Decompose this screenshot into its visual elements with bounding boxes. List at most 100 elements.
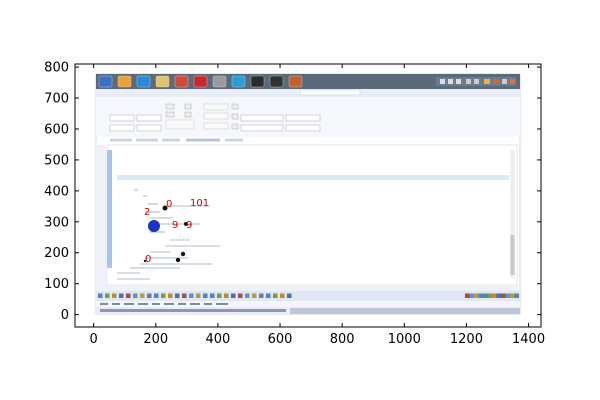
bottom-toolbar <box>96 291 520 301</box>
svg-text:0: 0 <box>145 254 151 265</box>
toolbar-icon[interactable] <box>154 293 159 299</box>
y-tick-label: 200 <box>44 246 69 261</box>
toolbar-icon[interactable] <box>245 293 250 299</box>
status-markers <box>143 205 188 263</box>
y-tick: 800 <box>44 61 541 76</box>
x-tick-label: 600 <box>268 332 293 347</box>
folder-icon[interactable] <box>155 75 170 88</box>
toolbar-icon[interactable] <box>273 293 278 299</box>
editor-pane[interactable] <box>106 144 518 286</box>
embedded-screenshot: 0 101 2 9 9 0 <box>95 73 521 315</box>
browser-icon[interactable] <box>136 75 151 88</box>
toolbar-icon[interactable] <box>280 293 285 299</box>
x-tick: 0 <box>89 64 98 347</box>
toolbar-icon[interactable] <box>287 293 292 299</box>
toolbar-icon[interactable] <box>252 293 257 299</box>
window-icon[interactable] <box>98 75 113 88</box>
editor-left-gutter <box>96 145 107 285</box>
toolbar-icon[interactable] <box>182 293 187 299</box>
y-tick-label: 100 <box>44 277 69 292</box>
console-icon[interactable] <box>269 75 284 88</box>
toolbar-icon[interactable] <box>133 293 138 299</box>
toolbar-icon[interactable] <box>514 293 520 299</box>
y-tick-label: 600 <box>44 122 69 137</box>
toolbar-icon[interactable] <box>266 293 271 299</box>
y-tick-label: 500 <box>44 153 69 168</box>
y-tick-label: 300 <box>44 215 69 230</box>
toolbar-icon[interactable] <box>465 293 470 299</box>
toolbar-icon[interactable] <box>203 293 208 299</box>
bottom-toolbar-icons[interactable] <box>98 293 520 299</box>
taskbar-icons <box>98 75 303 88</box>
toolbar-icon[interactable] <box>119 293 124 299</box>
toolbar-icon[interactable] <box>126 293 131 299</box>
x-tick: 400 <box>205 64 230 347</box>
toolbar-icon[interactable] <box>105 293 110 299</box>
system-tray <box>436 77 516 86</box>
svg-text:101: 101 <box>190 198 209 209</box>
vertical-scrollbar[interactable] <box>510 150 515 278</box>
x-tick-label: 400 <box>205 332 230 347</box>
toolbar-icon[interactable] <box>492 293 497 299</box>
status-right-panel <box>290 308 520 314</box>
toolbar-icon[interactable] <box>98 293 103 299</box>
toolbar-icon[interactable] <box>196 293 201 299</box>
status-path <box>100 309 286 312</box>
media-icon[interactable] <box>117 75 132 88</box>
x-tick: 600 <box>268 64 293 347</box>
toolbar-icon[interactable] <box>140 293 145 299</box>
chrome-icon[interactable] <box>174 75 189 88</box>
y-tick: 700 <box>44 92 541 107</box>
terminal-icon[interactable] <box>250 75 265 88</box>
x-tick: 1000 <box>388 64 421 347</box>
toolbar-icon[interactable] <box>505 293 511 299</box>
path-bar-items[interactable] <box>110 138 243 142</box>
toolbar-icon[interactable] <box>168 293 173 299</box>
toolbar-icon[interactable] <box>210 293 215 299</box>
x-axis: 0 200 400 600 800 1000 1200 1400 <box>89 64 545 347</box>
sidebar-strip <box>107 150 112 268</box>
x-tick: 1400 <box>512 64 545 347</box>
toolbar-icon[interactable] <box>238 293 243 299</box>
firefox-icon[interactable] <box>231 75 246 88</box>
x-tick: 800 <box>330 64 355 347</box>
y-tick-label: 400 <box>44 184 69 199</box>
x-tick-label: 1000 <box>388 332 421 347</box>
toolbar-icon[interactable] <box>469 293 475 299</box>
menu-bar <box>96 301 520 307</box>
toolbar-icon[interactable] <box>224 293 229 299</box>
y-tick: 0 <box>61 308 541 323</box>
toolbar-icon[interactable] <box>231 293 236 299</box>
highlight-line <box>117 175 509 180</box>
toolbar-icon[interactable] <box>501 293 506 299</box>
toolbar-icon[interactable] <box>510 293 515 299</box>
scrollbar-thumb[interactable] <box>510 235 515 275</box>
apps-icon[interactable] <box>212 75 227 88</box>
x-tick-label: 0 <box>89 332 97 347</box>
toolbar-icon[interactable] <box>487 293 493 299</box>
toolbar-icon[interactable] <box>175 293 180 299</box>
y-tick: 400 <box>44 184 541 199</box>
toolbar-icon[interactable] <box>483 293 488 299</box>
code-lines <box>117 189 220 280</box>
svg-text:9: 9 <box>172 220 178 231</box>
y-tick: 300 <box>44 215 541 230</box>
toolbar-icon[interactable] <box>217 293 222 299</box>
x-tick-label: 200 <box>143 332 168 347</box>
path-bar <box>107 137 407 143</box>
toolbar-icon[interactable] <box>478 293 484 299</box>
toolbar-icon[interactable] <box>147 293 152 299</box>
ribbon-buttons[interactable] <box>109 103 321 132</box>
toolbar-icon[interactable] <box>259 293 264 299</box>
toolbar-icon[interactable] <box>474 293 479 299</box>
toolbar-icon[interactable] <box>161 293 166 299</box>
toolbar-icon[interactable] <box>496 293 502 299</box>
menu-bar-items[interactable] <box>100 303 228 305</box>
toolbar-icon[interactable] <box>189 293 194 299</box>
toolbar-icon[interactable] <box>112 293 117 299</box>
y-tick-label: 0 <box>61 308 69 323</box>
filezilla-icon[interactable] <box>193 75 208 88</box>
profile-icon[interactable] <box>288 75 303 88</box>
ribbon-tab-active[interactable] <box>299 89 361 96</box>
